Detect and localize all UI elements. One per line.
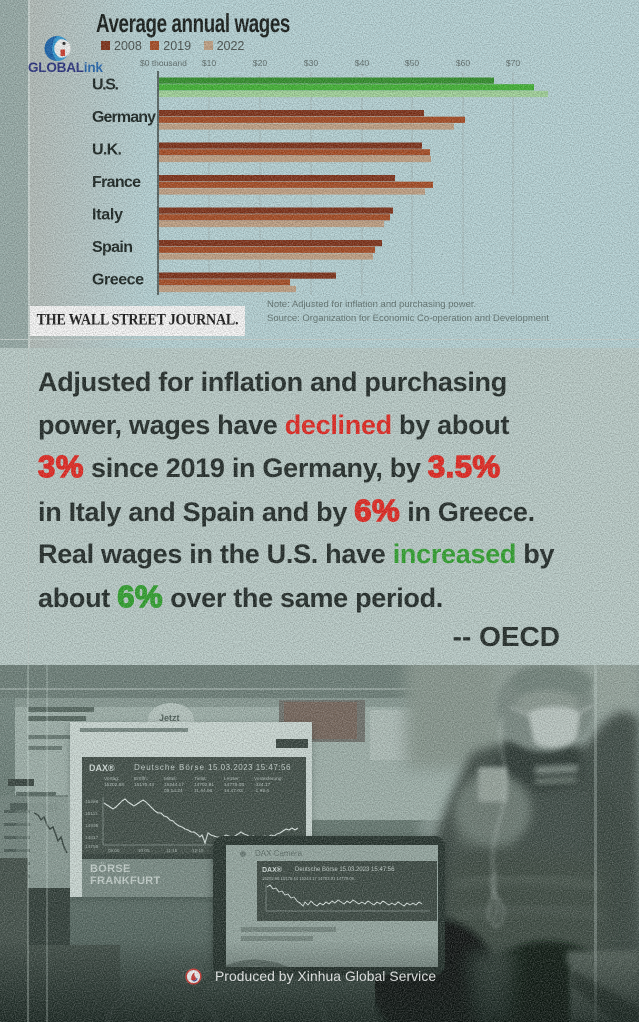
svg-text:$10: $10 bbox=[202, 58, 216, 68]
svg-text:Germany: Germany bbox=[92, 109, 156, 126]
svg-text:Italy: Italy bbox=[92, 207, 123, 224]
svg-text:U.K.: U.K. bbox=[92, 142, 122, 159]
svg-text:$60: $60 bbox=[456, 58, 470, 68]
svg-text:Spain: Spain bbox=[92, 239, 133, 256]
svg-text:$0 thousand: $0 thousand bbox=[140, 58, 187, 68]
svg-text:U.S.: U.S. bbox=[92, 77, 119, 94]
svg-text:$20: $20 bbox=[253, 58, 267, 68]
svg-text:$50: $50 bbox=[405, 58, 419, 68]
svg-text:$40: $40 bbox=[355, 58, 369, 68]
svg-text:$30: $30 bbox=[304, 58, 318, 68]
svg-text:France: France bbox=[92, 174, 141, 191]
svg-text:Greece: Greece bbox=[92, 272, 144, 289]
svg-text:$70: $70 bbox=[506, 58, 520, 68]
